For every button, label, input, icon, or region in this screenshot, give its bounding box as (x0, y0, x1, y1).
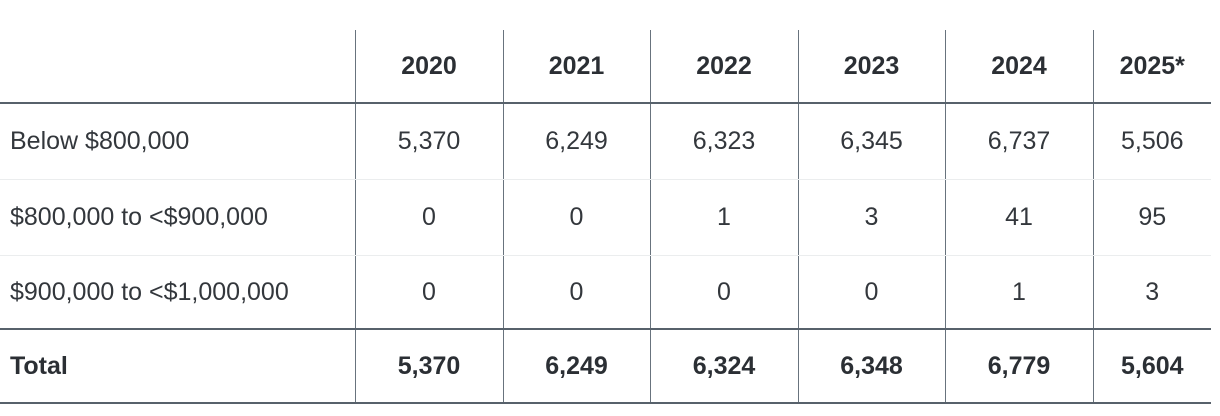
row-label: $800,000 to <$900,000 (0, 179, 355, 256)
total-cell: 5,370 (354, 329, 503, 404)
table-cell: 1 (649, 179, 798, 256)
table-row-total: Total 5,370 6,249 6,324 6,348 6,779 5,60… (0, 329, 1211, 404)
table-cell: 6,737 (944, 103, 1093, 180)
table-row-below-800k: Below $800,000 5,370 6,249 6,323 6,345 6… (0, 103, 1211, 180)
table-cell: 6,323 (649, 103, 798, 180)
header-year-2025: 2025* (1092, 30, 1211, 104)
header-year-2021: 2021 (502, 30, 650, 104)
header-year-2022: 2022 (649, 30, 798, 104)
table-cell: 5,370 (354, 103, 503, 180)
table-cell: 0 (354, 179, 503, 256)
table-cell: 0 (649, 255, 798, 330)
table-container: 2020 2021 2022 2023 2024 2025* Below $80… (0, 30, 1211, 404)
table-cell: 5,506 (1092, 103, 1211, 180)
header-year-2020: 2020 (354, 30, 503, 104)
table-cell: 0 (797, 255, 945, 330)
total-cell: 6,249 (502, 329, 650, 404)
header-year-2024: 2024 (944, 30, 1093, 104)
table-cell: 6,249 (502, 103, 650, 180)
table-cell: 0 (502, 255, 650, 330)
table-row-900k-to-1m: $900,000 to <$1,000,000 0 0 0 0 1 3 (0, 255, 1211, 330)
table-cell: 6,345 (797, 103, 945, 180)
counts-by-price-range-table: 2020 2021 2022 2023 2024 2025* Below $80… (0, 30, 1211, 404)
table-row-800k-to-900k: $800,000 to <$900,000 0 0 1 3 41 95 (0, 179, 1211, 256)
total-cell: 6,324 (649, 329, 798, 404)
table-cell: 95 (1092, 179, 1211, 256)
table-cell: 41 (944, 179, 1093, 256)
total-cell: 5,604 (1092, 329, 1211, 404)
total-cell: 6,779 (944, 329, 1093, 404)
total-cell: 6,348 (797, 329, 945, 404)
row-label: $900,000 to <$1,000,000 (0, 255, 355, 330)
header-empty-cell (0, 30, 355, 104)
table-cell: 0 (502, 179, 650, 256)
table-cell: 3 (797, 179, 945, 256)
table-cell: 3 (1092, 255, 1211, 330)
header-row: 2020 2021 2022 2023 2024 2025* (0, 30, 1211, 104)
total-row-label: Total (0, 329, 355, 404)
header-year-2023: 2023 (797, 30, 945, 104)
table-cell: 1 (944, 255, 1093, 330)
table-cell: 0 (354, 255, 503, 330)
row-label: Below $800,000 (0, 103, 355, 180)
